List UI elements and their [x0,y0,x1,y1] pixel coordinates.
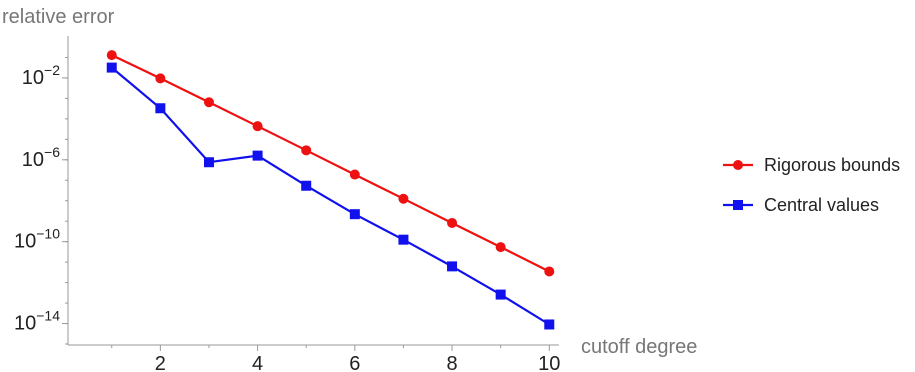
x-tick-label: 6 [349,353,360,372]
series-layer [106,50,555,330]
data-point [398,193,409,204]
data-point [447,217,458,228]
legend-item: Central values [723,195,879,215]
series-line [111,54,550,273]
y-tick-label: 10−2 [22,62,60,89]
data-point [106,62,117,73]
data-point [203,157,214,168]
y-tick-label: 10−14 [14,308,60,335]
data-point [495,289,506,300]
data-point [349,209,360,220]
legend-marker [733,160,743,170]
data-point [155,103,166,114]
data-point [203,97,214,108]
x-tick-label: 4 [252,353,263,372]
x-tick-label: 2 [155,353,166,372]
series-central-values [106,62,555,330]
x-tick-label: 10 [538,353,560,372]
x-axis-title: cutoff degree [581,336,697,358]
data-point [252,150,263,161]
legend-label: Central values [764,195,879,215]
data-point [106,50,117,61]
data-point [398,234,409,245]
axes: 2 4 6 8 10 10−2 10−6 10−10 10−14 [14,36,560,372]
y-ticks: 10−2 10−6 10−10 10−14 [14,56,68,345]
data-point [155,73,166,84]
data-point [447,261,458,272]
data-point [252,121,263,132]
legend-marker [733,200,743,210]
data-point [301,180,312,191]
data-point [301,145,312,156]
legend-label: Rigorous bounds [764,155,900,175]
x-ticks: 2 4 6 8 10 [111,345,560,372]
y-tick-label: 10−6 [22,144,60,171]
data-point [544,266,555,277]
series-line [111,66,550,326]
series-rigorous-bounds [106,50,555,277]
legend: Rigorous bounds Central values [723,155,900,215]
x-tick-label: 8 [446,353,457,372]
data-point [349,169,360,180]
legend-item: Rigorous bounds [723,155,900,175]
y-axis-title: relative error [2,6,115,28]
y-tick-label: 10−10 [14,226,60,253]
data-point [544,319,555,330]
data-point [495,242,506,253]
